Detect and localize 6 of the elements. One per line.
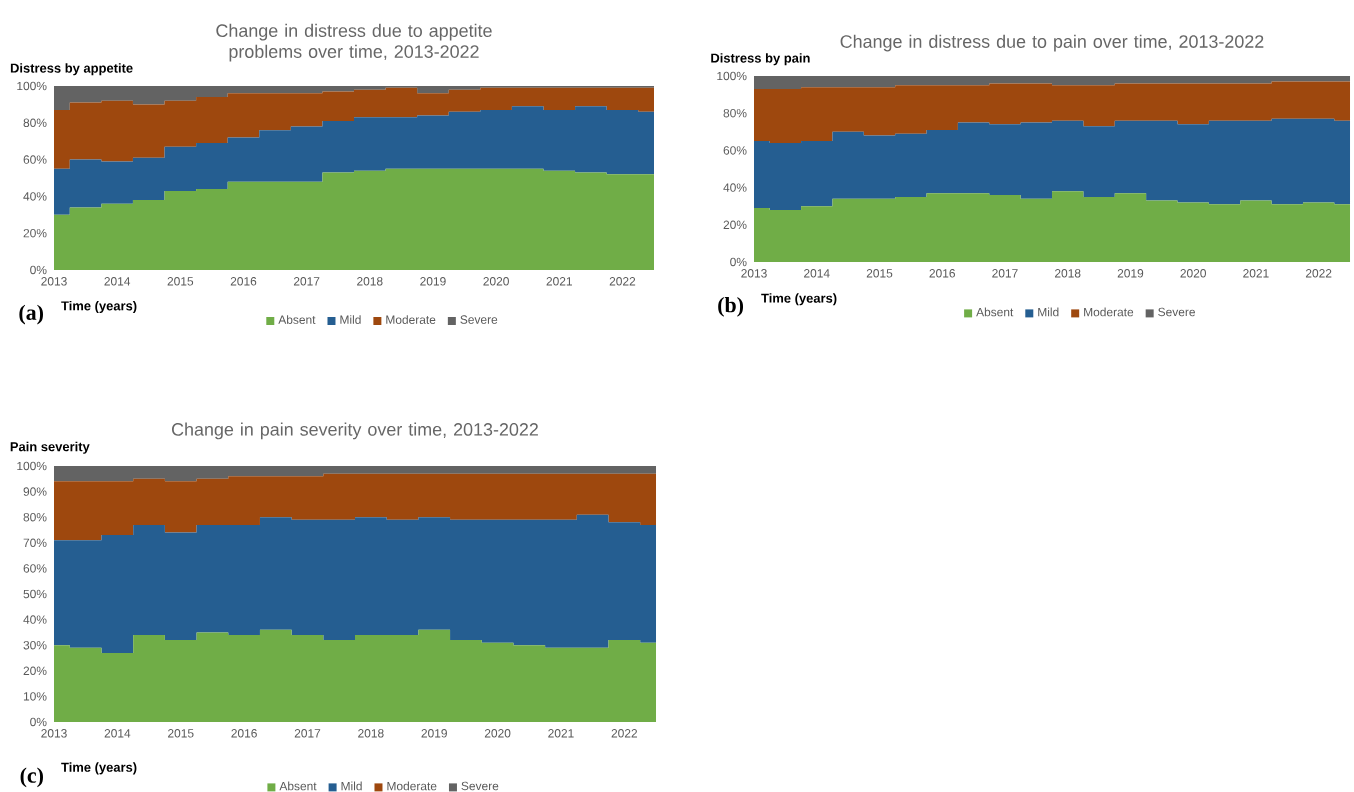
chart-title: Change in distress due to appetite problems over time, 2013-2022 [216,23,492,62]
text: (a) [19,304,43,325]
text: (b) [718,296,744,317]
chart-title: Change in distress due to pain over time, 2013-2022 [840,34,1264,52]
text: (c) [20,767,43,788]
chart-title: Change in pain severity over time, 2013-2022 [171,422,538,440]
